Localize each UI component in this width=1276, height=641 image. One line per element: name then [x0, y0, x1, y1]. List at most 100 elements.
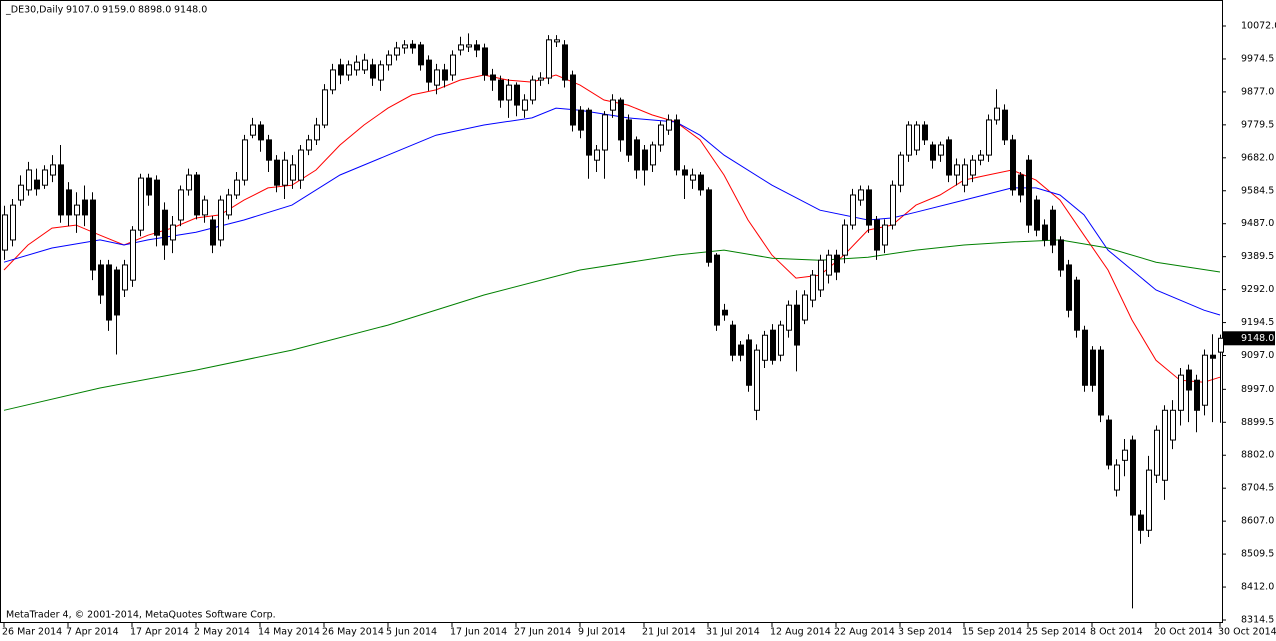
candle-body	[426, 59, 432, 83]
candle-body	[610, 99, 616, 111]
candle-body	[50, 164, 56, 176]
candle-body	[498, 79, 504, 101]
candle-body	[970, 159, 976, 176]
candle-body	[386, 54, 392, 66]
candle-body	[762, 334, 768, 361]
candle-body	[1010, 139, 1016, 191]
candle-body	[626, 119, 632, 156]
candle-body	[962, 164, 968, 186]
candle-body	[554, 39, 560, 43]
candle-body	[274, 159, 280, 186]
candle-body	[490, 74, 496, 81]
candle-body	[322, 89, 328, 126]
candle-body	[314, 124, 320, 141]
candle-body	[346, 64, 352, 76]
header-low: 8898.0	[138, 5, 171, 16]
candle-body	[1138, 514, 1144, 531]
candle-body	[434, 69, 440, 86]
candle-body	[370, 64, 376, 79]
candle-body	[402, 44, 408, 49]
candle-body	[186, 174, 192, 191]
candle-body	[794, 304, 800, 346]
x-tick-label: 9 Jul 2014	[578, 627, 626, 638]
header-close: 9148.0	[174, 5, 207, 16]
candle-body	[578, 109, 584, 131]
x-tick-label: 14 May 2014	[258, 627, 320, 638]
candle-body	[1042, 224, 1048, 241]
candle-body	[458, 44, 464, 51]
candle-body	[1130, 439, 1136, 516]
candle-body	[698, 174, 704, 191]
y-tick-label: 9779.5	[1241, 119, 1274, 130]
candle-body	[1106, 419, 1112, 466]
candle-body	[34, 179, 40, 190]
candle-body	[642, 149, 648, 171]
candle-body	[898, 154, 904, 186]
candle-body	[858, 189, 864, 201]
x-tick-label: 2 May 2014	[194, 627, 250, 638]
candle-body	[602, 114, 608, 151]
candle-body	[1034, 199, 1040, 231]
candle-body	[906, 124, 912, 156]
y-tick-label: 9487.0	[1241, 218, 1274, 229]
x-tick-label: 27 Jun 2014	[514, 627, 571, 638]
candle-body	[354, 61, 360, 71]
candle-body	[378, 64, 384, 81]
candle-body	[594, 149, 600, 161]
candle-body	[338, 64, 344, 76]
x-tick-label: 21 Jul 2014	[642, 627, 696, 638]
candle-body	[466, 44, 472, 48]
candle-body	[1122, 449, 1128, 461]
candle-body	[114, 269, 120, 316]
candle-body	[10, 204, 16, 241]
candle-body	[754, 349, 760, 411]
x-tick-label: 20 Oct 2014	[1154, 627, 1213, 638]
candle-body	[1050, 209, 1056, 246]
candle-body	[1154, 429, 1160, 476]
y-tick-label: 10072.0	[1241, 20, 1276, 31]
candle-body	[1186, 369, 1192, 391]
x-tick-label: 17 Jun 2014	[450, 627, 507, 638]
candle-body	[42, 169, 48, 186]
candle-body	[154, 179, 160, 236]
candle-body	[1026, 159, 1032, 226]
y-tick-label: 8412.0	[1241, 582, 1274, 593]
candle-body	[250, 124, 256, 136]
y-tick-label: 8997.0	[1241, 384, 1274, 395]
candle-body	[90, 199, 96, 271]
y-tick-label: 8509.5	[1241, 549, 1274, 560]
candle-body	[170, 224, 176, 241]
x-tick-label: 17 Apr 2014	[130, 627, 189, 638]
y-tick-label: 9974.5	[1241, 53, 1274, 64]
candle-body	[1178, 374, 1184, 411]
y-tick-label: 9292.0	[1241, 284, 1274, 295]
candle-body	[258, 124, 264, 141]
candle-body	[210, 219, 216, 246]
candle-body	[2, 214, 8, 251]
price-tag-label: 9148.0	[1241, 333, 1274, 344]
x-tick-label: 7 Apr 2014	[66, 627, 119, 638]
candle-body	[914, 124, 920, 151]
candle-body	[410, 43, 416, 49]
candle-body	[882, 224, 888, 246]
y-tick-label: 9682.0	[1241, 152, 1274, 163]
y-tick-label: 8802.0	[1241, 450, 1274, 461]
candle-body	[298, 149, 304, 181]
y-tick-label: 9877.0	[1241, 86, 1274, 97]
candle-body	[138, 177, 144, 231]
candle-body	[306, 139, 312, 151]
candle-body	[18, 184, 24, 201]
x-tick-label: 15 Sep 2014	[962, 627, 1022, 638]
candle-body	[1082, 329, 1088, 386]
candle-body	[226, 194, 232, 216]
candle-body	[930, 144, 936, 161]
candle-body	[834, 254, 840, 273]
candle-body	[850, 194, 856, 226]
candle-body	[234, 179, 240, 196]
candle-body	[938, 144, 944, 156]
candle-body	[266, 139, 272, 161]
candle-body	[722, 309, 728, 316]
candle-body	[474, 44, 480, 51]
